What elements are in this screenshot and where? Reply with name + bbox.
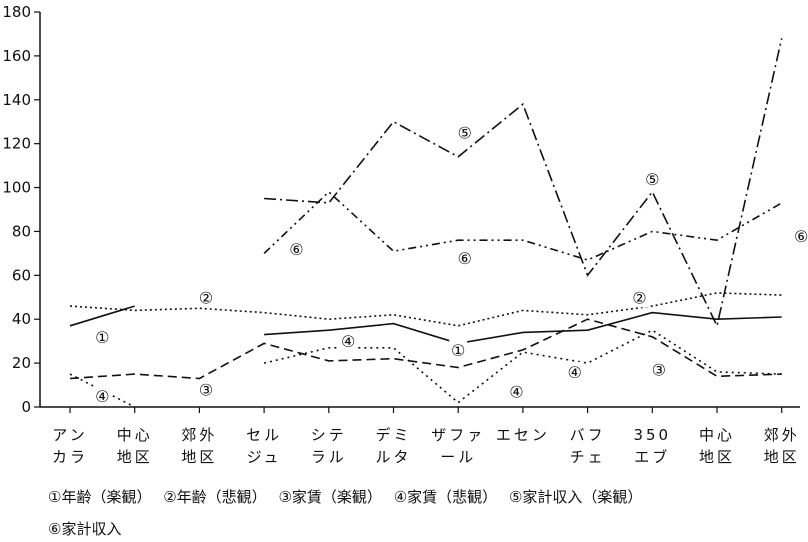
series-marker-label: ⑥ [289,240,303,259]
series-5 [264,38,783,329]
x-tick-label: ラル [311,448,347,466]
series-line [69,318,782,380]
marker-bg [565,361,584,382]
x-tick-label: 350 [633,426,671,444]
marker-bg [196,287,215,308]
marker-bg [93,386,112,407]
series-layer [69,38,783,408]
y-tick-label: 60 [12,266,31,284]
y-tick-label: 20 [12,354,31,372]
series-1 [69,305,782,345]
marker-bg [93,326,112,347]
x-tick-label: エブ [634,448,670,466]
x-tick-label: エセン [496,426,550,444]
series-line [263,190,783,261]
y-tick-label: 0 [21,398,31,416]
marker-bg [449,339,468,360]
marker-bg [287,239,306,259]
series-marker-label: ① [451,341,465,360]
series-marker-label: ④ [341,332,355,351]
legend-item: ⑤家計収入（楽観） [508,488,643,506]
series-marker-label: ⑥ [794,227,808,246]
annotation-layer: ① ① ② ② ③ ③ ④ ④ ④ ④ ⑤ ⑤ ⑥ ⑥ ⑥ [93,122,808,407]
y-tick-label: 180 [2,3,31,21]
legend-row-2: ⑥家計収入 [48,518,128,539]
legend-item: ③家賃（楽観） [278,488,382,506]
series-marker-label: ④ [509,383,523,402]
marker-bg [792,225,808,246]
x-tick-label: ジュ [247,448,282,466]
series-marker-label: ③ [199,380,213,399]
y-tick-label: 80 [12,222,31,240]
marker-bg [507,381,526,402]
x-tick-label: 郊外 [181,426,217,444]
y-tick-label: 40 [12,310,31,328]
series-line [69,292,782,327]
x-tick-label: ザファ [431,426,485,444]
series-6 [263,190,783,261]
series-marker-label: ⑥ [457,249,471,268]
legend-item: ②年齢（悲観） [163,488,267,506]
x-tick-label: 地区 [764,448,800,466]
marker-bg [643,168,662,189]
y-tick-label: 100 [2,179,31,197]
y-tick-label: 120 [2,135,31,153]
series-4 [69,329,782,408]
marker-bg [339,331,358,352]
series-line [263,329,782,404]
series-3 [69,318,782,380]
series-marker-label: ② [632,288,646,307]
series-marker-label: ② [199,288,213,307]
series-line [264,38,783,329]
legend-item: ④家賃（悲観） [393,488,498,506]
series-marker-label: ⑤ [645,170,659,189]
marker-bg [455,247,474,268]
x-tick-label: ール [440,448,476,466]
x-tick-label: ルタ [375,448,411,466]
x-tick-label: 中心 [117,426,153,444]
marker-bg [196,379,215,400]
x-tick-label: チェ [570,448,606,466]
x-tick-label: 中心 [699,426,735,444]
series-marker-label: ⑤ [457,124,471,143]
x-tick-label: カラ [52,448,88,466]
x-tick-label: 地区 [699,448,735,466]
y-tick-label: 160 [2,47,31,65]
legend-item: ①年齢（楽観） [48,488,152,506]
series-line [264,311,782,345]
series-marker-label: ① [95,328,109,347]
series-2 [69,292,782,327]
marker-bg [455,122,474,143]
series-marker-label: ④ [95,387,109,406]
legend-item: ⑥家計収入 [48,520,122,538]
series-marker-label: ③ [652,361,666,380]
x-tick-label: セル [246,426,282,444]
series-line [69,305,135,327]
x-tick-label: 地区 [181,448,217,466]
x-tick-label: アン [52,426,87,444]
x-tick-label: デミ [375,426,411,444]
x-tick-label: 郊外 [764,426,800,444]
marker-bg [649,359,668,380]
x-tick-label: バフ [570,426,606,444]
y-tick-label: 140 [2,91,31,109]
x-tick-label: 地区 [117,448,153,466]
legend-row-1: ①年齢（楽観） ②年齢（悲観） ③家賃（楽観） ④家賃（悲観） ⑤家計収入（楽観… [48,486,649,507]
x-tick-label: シテ [311,426,347,444]
series-marker-label: ④ [567,363,581,382]
marker-bg [630,287,649,308]
